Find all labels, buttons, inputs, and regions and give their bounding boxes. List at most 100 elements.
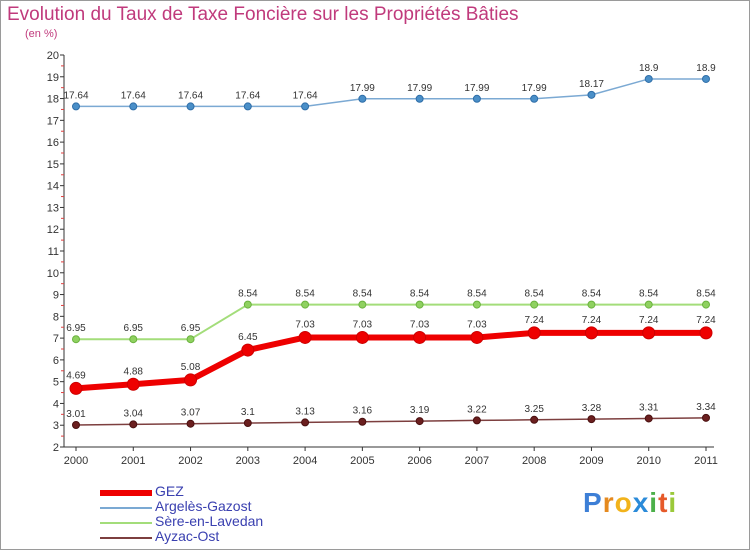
y-tick-label: 14 (47, 181, 59, 193)
data-point-argeles-gazost (72, 102, 80, 111)
legend-label: Ayzac-Ost (155, 528, 220, 544)
logo-letter: x (632, 487, 650, 518)
data-label-sere-en-lavedan: 8.54 (639, 289, 659, 300)
data-point-sere-en-lavedan (186, 335, 195, 344)
data-point-ayzac-ost (587, 415, 596, 424)
data-point-ayzac-ost (243, 419, 252, 428)
x-tick-label: 2009 (579, 455, 603, 467)
data-point-argeles-gazost (702, 74, 710, 83)
proxiti-logo: Proxiti (583, 487, 677, 519)
data-label-argeles-gazost: 17.99 (522, 83, 547, 94)
data-label-argeles-gazost: 17.64 (293, 90, 318, 101)
x-tick-label: 2011 (694, 455, 718, 467)
y-tick-label: 11 (48, 246, 59, 258)
y-tick-label: 5 (53, 377, 59, 389)
logo-letter: P (583, 487, 603, 518)
series-line-ayzac-ost (75, 417, 707, 426)
data-point-gez (470, 330, 484, 344)
x-tick-label: 2003 (236, 455, 260, 467)
data-label-sere-en-lavedan: 6.95 (66, 323, 86, 334)
logo-letter: i (668, 487, 678, 518)
data-point-sere-en-lavedan (243, 300, 252, 309)
y-tick-label: 17 (47, 115, 59, 127)
logo-letter: t (658, 487, 669, 518)
y-tick-label: 4 (53, 398, 59, 410)
data-point-sere-en-lavedan (301, 300, 310, 309)
data-label-argeles-gazost: 17.64 (235, 90, 260, 101)
data-point-ayzac-ost (129, 420, 138, 429)
data-point-argeles-gazost (243, 102, 252, 111)
data-label-argeles-gazost: 17.99 (464, 83, 489, 94)
logo-letter: o (614, 487, 633, 518)
data-label-argeles-gazost: 17.64 (63, 90, 88, 101)
data-point-ayzac-ost (472, 416, 481, 425)
y-tick-label: 3 (53, 420, 59, 432)
x-tick-label: 2004 (293, 455, 317, 467)
data-label-ayzac-ost: 3.1 (241, 407, 255, 418)
data-label-argeles-gazost: 17.64 (178, 90, 203, 101)
x-tick-label: 2002 (178, 455, 202, 467)
y-tick-label: 19 (47, 72, 59, 84)
data-point-gez (699, 326, 713, 340)
data-label-ayzac-ost: 3.28 (582, 403, 602, 414)
data-point-argeles-gazost (301, 102, 310, 111)
y-tick-label: 18 (47, 94, 59, 106)
data-label-sere-en-lavedan: 6.95 (124, 323, 144, 334)
legend-swatch (100, 490, 152, 496)
data-point-ayzac-ost (72, 421, 80, 430)
data-label-argeles-gazost: 18.9 (639, 63, 659, 74)
data-label-sere-en-lavedan: 8.54 (410, 289, 430, 300)
y-tick-label: 10 (47, 268, 59, 280)
data-point-gez (642, 326, 656, 340)
data-label-argeles-gazost: 18.17 (579, 79, 604, 90)
data-point-sere-en-lavedan (587, 300, 596, 309)
chart-title: Evolution du Taux de Taxe Foncière sur l… (7, 4, 519, 25)
data-point-gez (527, 326, 541, 340)
legend-label: Argelès-Gazost (155, 498, 252, 514)
series-line-argeles-gazost (76, 78, 706, 108)
data-label-gez: 7.03 (467, 319, 487, 330)
data-label-ayzac-ost: 3.16 (353, 406, 373, 417)
data-point-gez (298, 330, 312, 344)
x-tick-label: 2000 (64, 455, 88, 467)
y-tick-label: 7 (53, 333, 59, 345)
data-point-gez (126, 377, 140, 391)
data-point-gez (241, 343, 255, 357)
data-point-argeles-gazost (472, 94, 481, 103)
data-label-sere-en-lavedan: 8.54 (467, 289, 487, 300)
data-point-ayzac-ost (530, 415, 539, 424)
data-label-sere-en-lavedan: 8.54 (696, 289, 716, 300)
data-point-ayzac-ost (702, 413, 710, 422)
legend-swatch (100, 537, 152, 539)
data-point-gez (355, 330, 369, 344)
data-label-gez: 7.03 (410, 319, 430, 330)
data-point-sere-en-lavedan (415, 300, 424, 309)
y-tick-label: 16 (47, 137, 59, 149)
data-point-argeles-gazost (644, 74, 653, 83)
data-label-gez: 4.88 (124, 366, 144, 377)
y-tick-label: 15 (47, 159, 59, 171)
data-label-argeles-gazost: 17.99 (350, 83, 375, 94)
data-label-argeles-gazost: 17.99 (407, 83, 432, 94)
y-axis-unit-label: (en %) (25, 28, 58, 40)
x-tick-label: 2010 (636, 455, 660, 467)
data-label-ayzac-ost: 3.31 (639, 402, 659, 413)
data-point-gez (69, 381, 83, 395)
data-label-ayzac-ost: 3.13 (295, 406, 315, 417)
data-point-sere-en-lavedan (72, 335, 80, 344)
data-label-sere-en-lavedan: 8.54 (524, 289, 544, 300)
data-label-sere-en-lavedan: 8.54 (238, 289, 258, 300)
x-tick-label: 2005 (350, 455, 374, 467)
data-label-ayzac-ost: 3.04 (124, 408, 144, 419)
data-label-sere-en-lavedan: 8.54 (353, 289, 373, 300)
data-label-ayzac-ost: 3.01 (66, 409, 86, 420)
data-label-gez: 7.24 (524, 315, 544, 326)
x-tick-label: 2001 (121, 455, 145, 467)
series-line-gez (75, 329, 706, 392)
data-point-argeles-gazost (129, 102, 138, 111)
data-label-ayzac-ost: 3.34 (696, 402, 716, 413)
data-label-argeles-gazost: 17.64 (121, 90, 146, 101)
data-label-gez: 7.03 (295, 319, 315, 330)
data-label-gez: 7.24 (639, 315, 659, 326)
logo-letter: r (602, 487, 615, 518)
